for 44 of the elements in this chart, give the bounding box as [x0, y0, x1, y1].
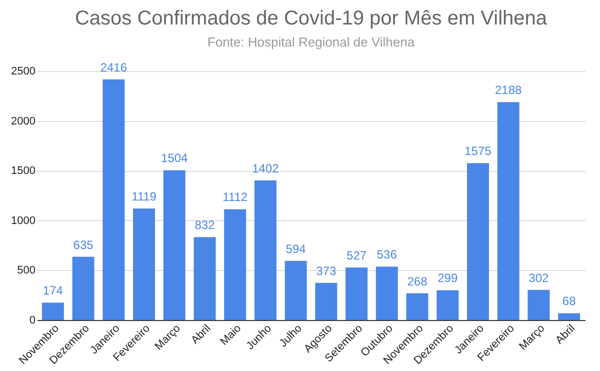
data-label: 635 [73, 238, 94, 252]
bar [224, 209, 246, 320]
y-tick-label: 1500 [11, 165, 36, 178]
bar [497, 102, 520, 320]
bar [528, 290, 550, 320]
data-label: 68 [562, 294, 576, 308]
data-label: 2188 [494, 83, 522, 98]
y-tick-label: 2500 [11, 66, 36, 78]
data-label: 268 [407, 274, 428, 288]
data-label: 1504 [161, 151, 188, 166]
y-tick-label: 500 [17, 264, 36, 277]
bar [102, 79, 125, 320]
bar [284, 260, 307, 320]
data-label: 373 [316, 264, 337, 278]
bar [194, 237, 216, 320]
y-tick-label: 1000 [11, 214, 36, 227]
data-label: 302 [528, 270, 550, 285]
bar [558, 313, 580, 320]
bar [42, 302, 64, 320]
data-label: 299 [438, 271, 458, 286]
y-tick-label: 0 [29, 314, 36, 326]
bar [133, 208, 156, 320]
bar [406, 293, 428, 320]
bar [346, 268, 368, 320]
data-label: 832 [194, 218, 216, 232]
bar [376, 266, 398, 320]
data-label: 536 [376, 248, 398, 262]
data-label: 1575 [464, 144, 492, 158]
bar [436, 290, 459, 320]
bar [254, 180, 276, 320]
data-label: 1119 [132, 190, 157, 204]
bar [72, 256, 94, 320]
data-label: 2416 [100, 60, 128, 74]
chart-subtitle: Fonte: Hospital Regional de Vilhena [207, 34, 416, 50]
bar [466, 163, 489, 320]
y-tick-label: 2000 [11, 115, 36, 128]
chart-title: Casos Confirmados de Covid-19 por Mês em Vilhena [74, 7, 548, 30]
data-label: 527 [346, 248, 367, 263]
data-label: 174 [42, 284, 64, 298]
data-label: 1112 [222, 190, 248, 204]
bar [163, 170, 186, 320]
bar [315, 282, 338, 320]
data-label: 594 [286, 242, 306, 256]
data-label: 1402 [252, 161, 280, 176]
